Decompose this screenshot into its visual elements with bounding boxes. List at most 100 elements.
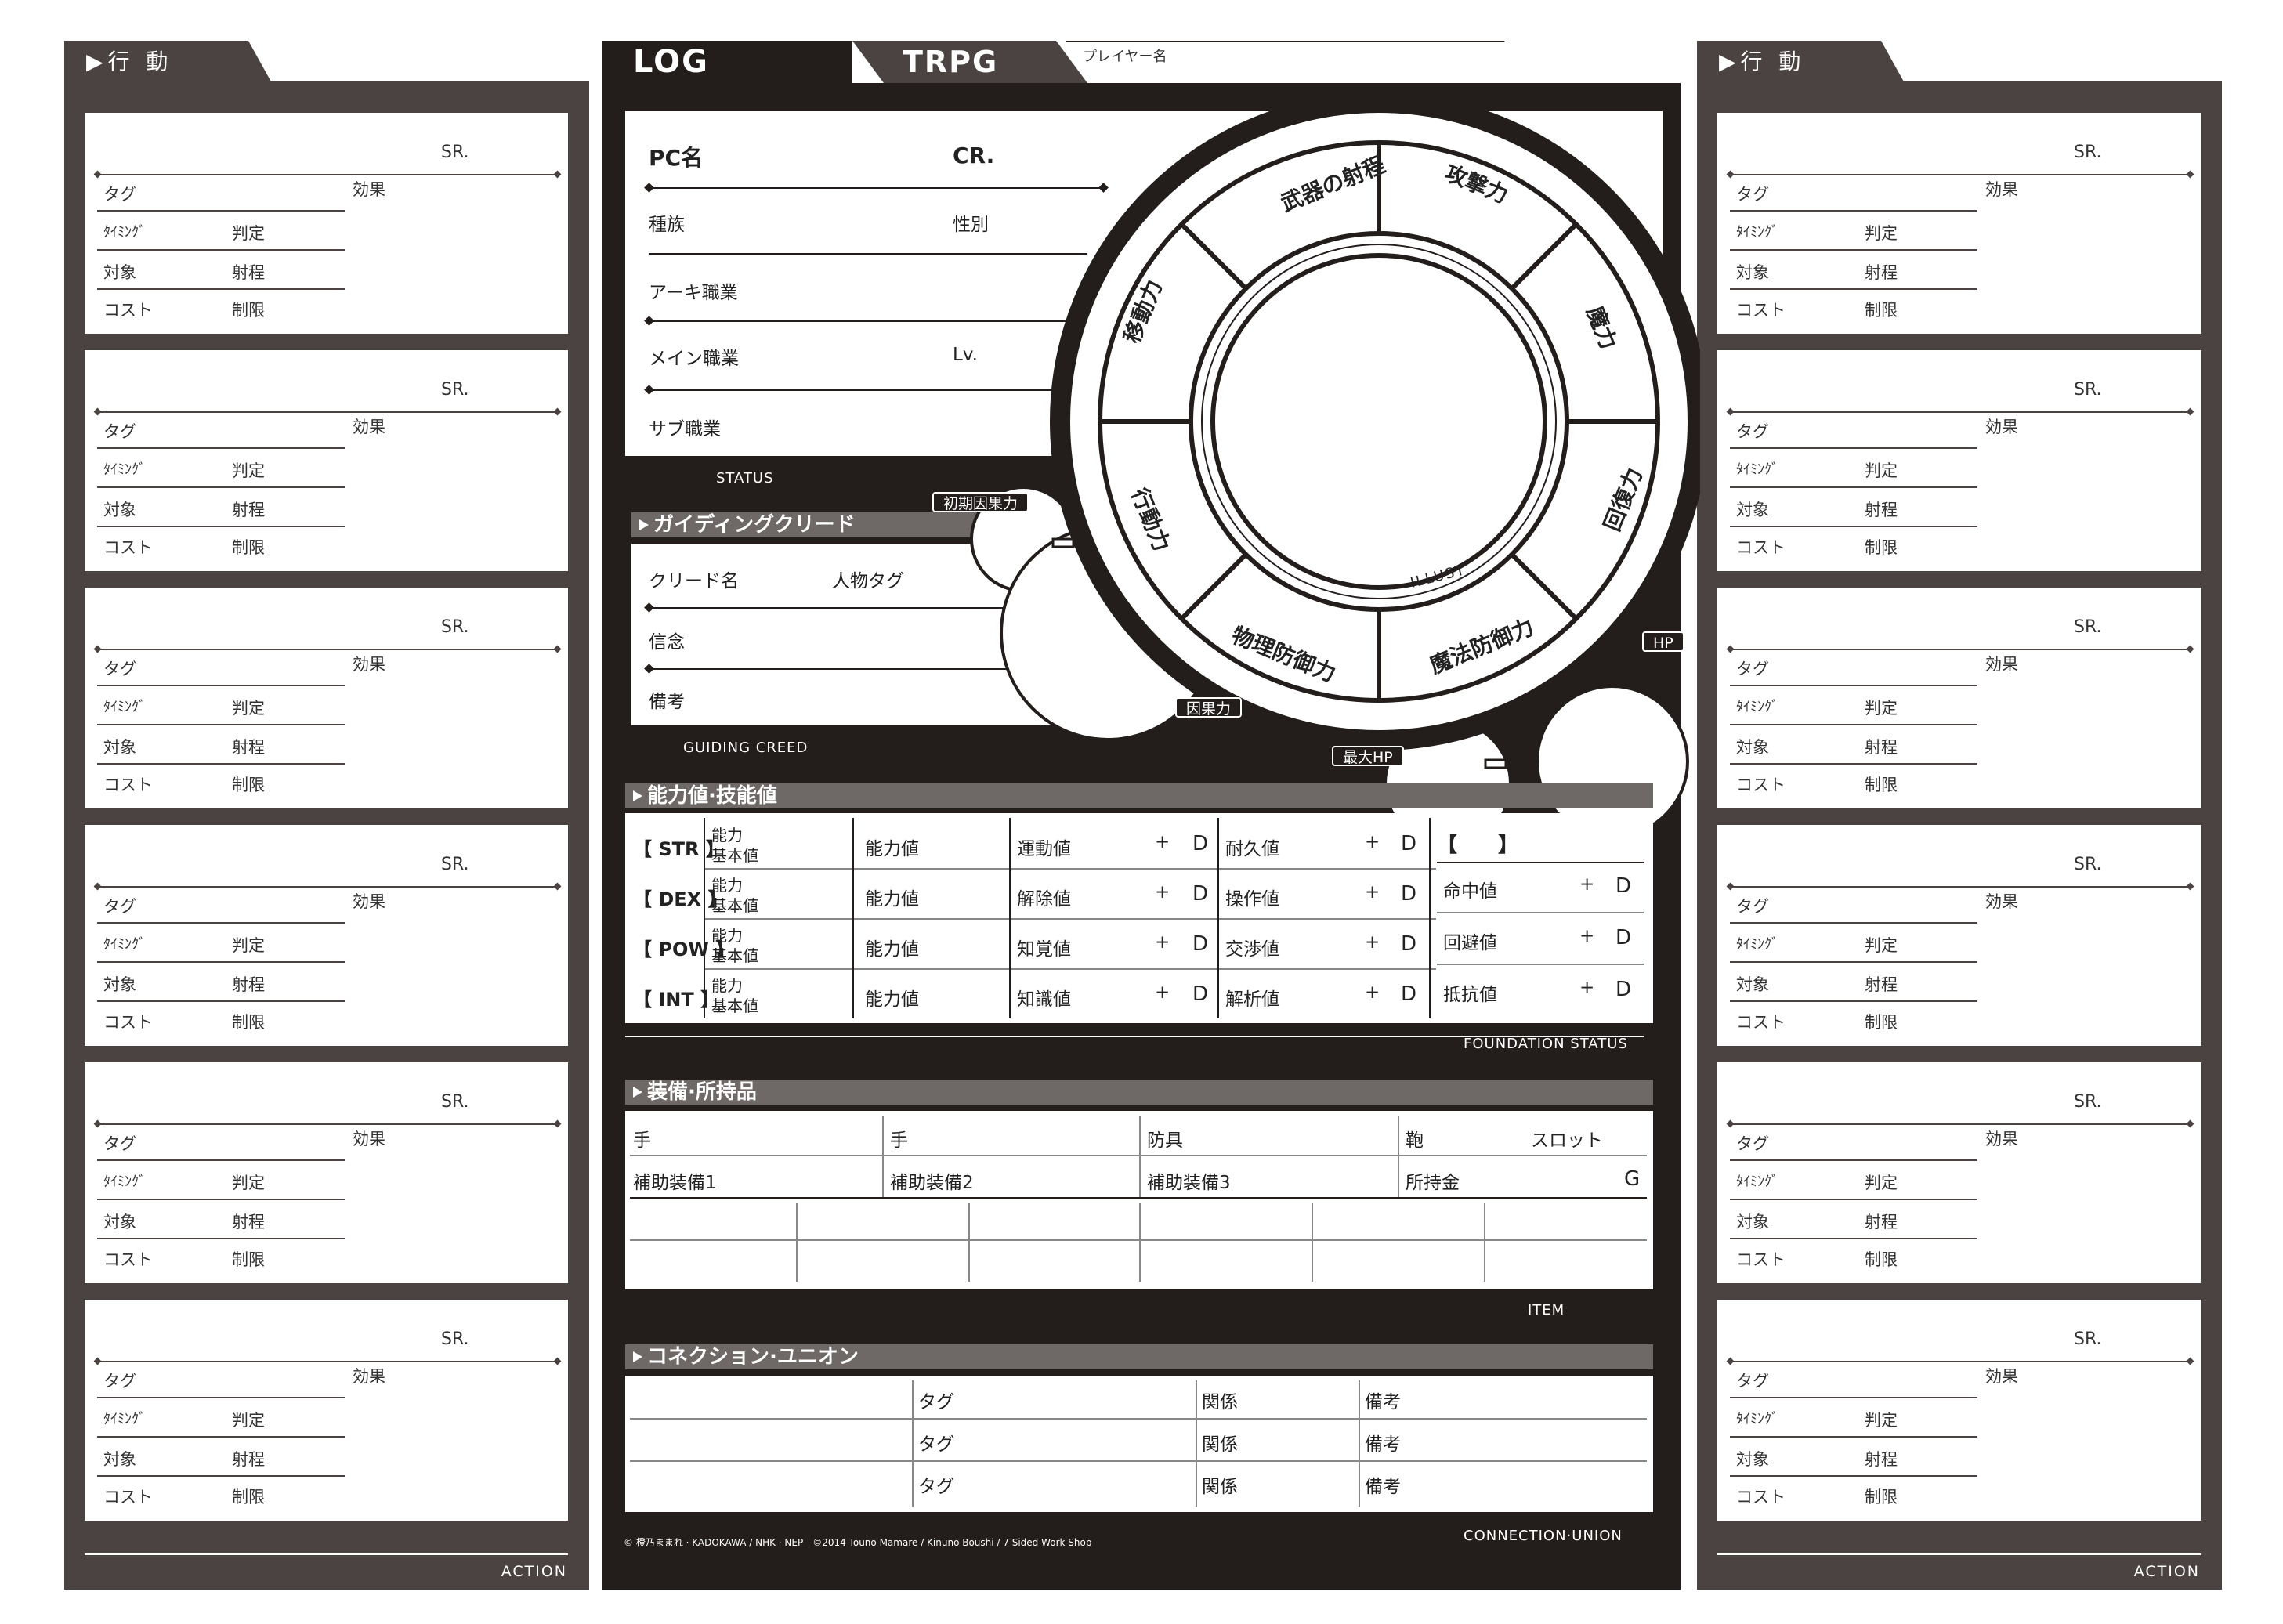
- plus-sign: +: [1365, 882, 1380, 902]
- action-name-line[interactable]: [1730, 886, 2192, 888]
- action-card[interactable]: SR. タグ 効果 ﾀｲﾐﾝｸﾞ 判定 対象 射程 コスト 制限: [1717, 113, 2201, 334]
- action-tag-label: タグ: [103, 1134, 136, 1153]
- equip-slot-label: 鞄: [1406, 1130, 1424, 1151]
- ability-base-top: 能力: [711, 926, 743, 945]
- notes-label: 備考: [649, 692, 685, 712]
- action-name-line[interactable]: [97, 174, 559, 175]
- action-range-label: 射程: [232, 738, 265, 757]
- action-cost-label: コスト: [1736, 776, 1786, 794]
- action-card[interactable]: SR. タグ 効果 ﾀｲﾐﾝｸﾞ 判定 対象 射程 コスト 制限: [1717, 1062, 2201, 1283]
- action-name-line[interactable]: [1730, 411, 2192, 413]
- action-card[interactable]: SR. タグ 効果 ﾀｲﾐﾝｸﾞ 判定 対象 射程 コスト 制限: [1717, 350, 2201, 571]
- race-line[interactable]: [649, 253, 1087, 255]
- dice-d: D: [1615, 874, 1632, 898]
- plus-sign: +: [1365, 832, 1380, 852]
- creed-name-line[interactable]: [649, 607, 1025, 609]
- action-card[interactable]: SR. タグ 効果 ﾀｲﾐﾝｸﾞ 判定 対象 射程 コスト 制限: [85, 350, 568, 571]
- archetype-line[interactable]: [649, 320, 1072, 322]
- action-limit-label: 制限: [1865, 1250, 1898, 1269]
- action-card[interactable]: SR. タグ 効果 ﾀｲﾐﾝｸﾞ 判定 対象 射程 コスト 制限: [85, 113, 568, 334]
- action-sr-label: SR.: [441, 617, 469, 637]
- action-card[interactable]: SR. タグ 効果 ﾀｲﾐﾝｸﾞ 判定 対象 射程 コスト 制限: [85, 1062, 568, 1283]
- abilities-heading: 能力値·技能値: [625, 783, 1653, 808]
- action-range-label: 射程: [232, 1213, 265, 1232]
- skill-label: 運動値: [1017, 839, 1071, 859]
- pc-name-label: PC名: [649, 145, 704, 171]
- action-name-line[interactable]: [97, 1123, 559, 1125]
- action-timing-label: ﾀｲﾐﾝｸﾞ: [1736, 936, 1778, 953]
- action-effect-label: 効果: [353, 655, 385, 674]
- action-footer-label: ACTION: [2133, 1563, 2200, 1580]
- action-name-line[interactable]: [97, 411, 559, 413]
- action-tag-label: タグ: [1736, 1134, 1769, 1153]
- action-target-label: 対象: [103, 1450, 136, 1469]
- action-cost-label: コスト: [103, 1250, 153, 1269]
- combat-value-label: 命中値: [1443, 881, 1497, 902]
- lv-label: Lv.: [953, 345, 978, 365]
- action-card[interactable]: SR. タグ 効果 ﾀｲﾐﾝｸﾞ 判定 対象 射程 コスト 制限: [85, 588, 568, 808]
- person-tag-label: 人物タグ: [832, 571, 904, 591]
- skill-label: 操作値: [1225, 889, 1279, 910]
- action-range-label: 射程: [1865, 263, 1898, 282]
- ability-value-label: 能力値: [865, 889, 919, 910]
- initial-fate-pill: 初期因果力: [932, 492, 1029, 512]
- extra-stat-bracket[interactable]: 【 】: [1437, 834, 1519, 857]
- equip-slot-label: 補助装備1: [633, 1173, 717, 1193]
- action-limit-label: 制限: [232, 1250, 265, 1269]
- action-effect-label: 効果: [353, 180, 385, 199]
- action-name-line[interactable]: [1730, 1123, 2192, 1125]
- pc-name-line[interactable]: [649, 187, 1105, 189]
- player-name-label: プレイヤー名: [1083, 49, 1167, 65]
- action-effect-label: 効果: [1985, 1367, 2018, 1386]
- belief-line[interactable]: [649, 668, 1009, 670]
- status-footer: STATUS: [716, 470, 774, 486]
- action-name-line[interactable]: [97, 1361, 559, 1362]
- action-card[interactable]: SR. タグ 効果 ﾀｲﾐﾝｸﾞ 判定 対象 射程 コスト 制限: [1717, 825, 2201, 1046]
- action-sr-label: SR.: [441, 1329, 469, 1349]
- skill-label: 解除値: [1017, 889, 1071, 910]
- action-timing-label: ﾀｲﾐﾝｸﾞ: [1736, 461, 1778, 478]
- action-range-label: 射程: [1865, 1213, 1898, 1232]
- connection-tag-label: タグ: [918, 1434, 954, 1455]
- action-limit-label: 制限: [1865, 538, 1898, 557]
- action-sr-label: SR.: [2074, 617, 2102, 637]
- hp-pill: HP: [1642, 631, 1684, 652]
- action-judge-label: 判定: [1865, 936, 1898, 955]
- action-footer-label: ACTION: [501, 1563, 567, 1580]
- action-timing-label: ﾀｲﾐﾝｸﾞ: [103, 461, 146, 478]
- action-name-line[interactable]: [97, 649, 559, 650]
- action-tag-label: タグ: [103, 422, 136, 441]
- player-name-field[interactable]: プレイヤー名: [1066, 41, 1536, 83]
- main-class-line[interactable]: [649, 389, 1056, 391]
- action-limit-label: 制限: [1865, 301, 1898, 320]
- action-judge-label: 判定: [232, 224, 265, 243]
- ability-base-top: 能力: [711, 826, 743, 845]
- action-sr-label: SR.: [441, 1092, 469, 1112]
- action-card[interactable]: SR. タグ 効果 ﾀｲﾐﾝｸﾞ 判定 対象 射程 コスト 制限: [85, 825, 568, 1046]
- action-card[interactable]: SR. タグ 効果 ﾀｲﾐﾝｸﾞ 判定 対象 射程 コスト 制限: [1717, 588, 2201, 808]
- action-target-label: 対象: [1736, 501, 1769, 519]
- action-name-line[interactable]: [97, 886, 559, 888]
- dice-d: D: [1401, 932, 1417, 956]
- ability-value-label: 能力値: [865, 839, 919, 859]
- action-name-line[interactable]: [1730, 174, 2192, 175]
- action-name-line[interactable]: [1730, 1361, 2192, 1362]
- equipment-heading: 装備·所持品: [625, 1080, 1653, 1105]
- dice-d: D: [1615, 978, 1632, 1001]
- action-name-line[interactable]: [1730, 649, 2192, 650]
- combat-value-label: 抵抗値: [1443, 985, 1497, 1005]
- skill-label: 解析値: [1225, 989, 1279, 1010]
- action-cost-label: コスト: [103, 776, 153, 794]
- action-judge-label: 判定: [1865, 224, 1898, 243]
- equip-slot-label: 補助装備2: [890, 1173, 974, 1193]
- ability-base-bottom: 基本値: [711, 846, 758, 865]
- action-card[interactable]: SR. タグ 効果 ﾀｲﾐﾝｸﾞ 判定 対象 射程 コスト 制限: [1717, 1300, 2201, 1521]
- cr-label: CR.: [953, 143, 995, 168]
- action-limit-label: 制限: [1865, 776, 1898, 794]
- action-card[interactable]: SR. タグ 効果 ﾀｲﾐﾝｸﾞ 判定 対象 射程 コスト 制限: [85, 1300, 568, 1521]
- skill-label: 知覚値: [1017, 939, 1071, 960]
- action-sr-label: SR.: [2074, 1092, 2102, 1112]
- dice-d: D: [1192, 982, 1209, 1006]
- dice-d: D: [1192, 882, 1209, 906]
- gender-label: 性別: [953, 215, 989, 235]
